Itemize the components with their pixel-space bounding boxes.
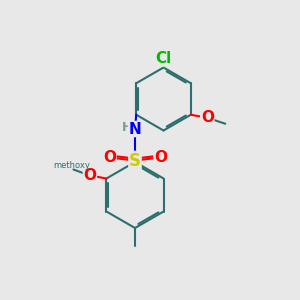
Text: N: N xyxy=(129,122,141,136)
Text: O: O xyxy=(201,110,214,125)
Text: O: O xyxy=(83,168,96,183)
Text: Cl: Cl xyxy=(155,51,172,66)
Text: methoxy: methoxy xyxy=(53,160,90,169)
Text: O: O xyxy=(103,150,116,165)
Text: S: S xyxy=(129,152,141,169)
Text: O: O xyxy=(154,150,167,165)
Text: H: H xyxy=(122,121,132,134)
